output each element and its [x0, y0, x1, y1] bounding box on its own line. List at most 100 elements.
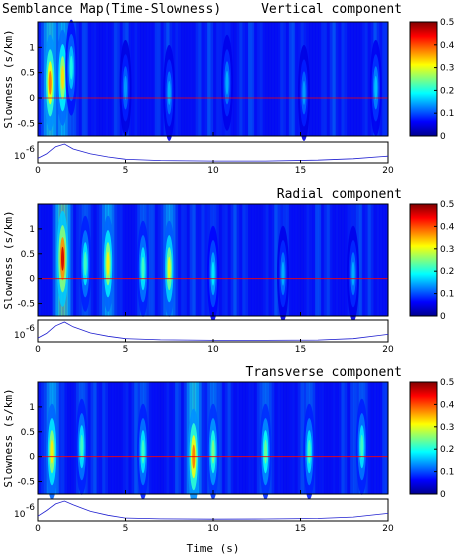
heatmap-column	[75, 204, 80, 316]
heatmap-column	[96, 382, 100, 494]
heatmap-column	[215, 22, 220, 136]
heatmap-column	[248, 204, 252, 316]
heatmap-column	[344, 382, 348, 494]
heatmap-column	[350, 22, 354, 136]
heatmap-column	[204, 382, 208, 494]
heatmap-column	[300, 204, 305, 316]
energy-trace-line	[37, 500, 389, 520]
heatmap-column	[64, 382, 68, 494]
heatmap-column	[108, 22, 112, 136]
heatmap-column	[145, 22, 150, 136]
heatmap-column	[385, 204, 389, 316]
heatmap-column	[131, 204, 135, 316]
heatmap-column	[323, 204, 328, 316]
slowness-axis-label: Slowness (s/km)	[2, 388, 15, 487]
heatmap-column	[122, 382, 127, 494]
heatmap-column	[236, 204, 240, 316]
heatmap-column	[245, 204, 249, 316]
heatmap-column	[285, 382, 290, 494]
heatmap-column	[154, 204, 159, 316]
heatmap-column	[309, 22, 313, 136]
heatmap-column	[157, 382, 162, 494]
heatmap-column	[99, 204, 103, 316]
colorbar	[409, 21, 438, 137]
heatmap-column	[283, 382, 287, 494]
semblance-peak	[80, 434, 84, 459]
heatmap-column	[143, 22, 147, 136]
x-tick-label: 15	[295, 524, 306, 534]
heatmap-column	[312, 204, 316, 316]
heatmap-column	[105, 382, 109, 494]
heatmap-column	[309, 204, 313, 316]
heatmap-column	[315, 204, 319, 316]
heatmap-column	[379, 382, 383, 494]
heatmap-column	[250, 204, 255, 316]
semblance-peak	[167, 256, 171, 281]
heatmap-column	[116, 382, 121, 494]
heatmap-column	[119, 204, 124, 316]
heatmap-column	[367, 22, 372, 136]
heatmap-column	[376, 204, 380, 316]
heatmap-column	[105, 22, 109, 136]
x-tick-label: 5	[123, 166, 129, 176]
x-tick-label: 0	[35, 345, 41, 355]
heatmap-column	[344, 204, 348, 316]
heatmap-column	[274, 204, 278, 316]
semblance-peak	[307, 439, 311, 464]
heatmap-column	[38, 22, 42, 136]
heatmap-column	[280, 22, 284, 136]
heatmap-column	[183, 382, 188, 494]
heatmap-column	[277, 22, 281, 136]
heatmap-column	[110, 22, 115, 136]
heatmap-column	[344, 22, 348, 136]
heatmap-column	[49, 204, 54, 316]
heatmap-column	[210, 22, 214, 136]
heatmap-column	[332, 204, 337, 316]
heatmap-column	[338, 22, 342, 136]
heatmap-column	[332, 382, 337, 494]
x-tick-label: 0	[35, 524, 41, 534]
heatmap-column	[172, 382, 176, 494]
heatmap-column	[113, 382, 118, 494]
heatmap-column	[256, 22, 261, 136]
semblance-peak	[124, 75, 127, 100]
heatmap-column	[341, 204, 345, 316]
semblance-peak	[48, 70, 52, 95]
heatmap-column	[125, 204, 130, 316]
energy-trace-exponent: -6	[26, 145, 35, 155]
heatmap-column	[320, 204, 325, 316]
heatmap-column	[230, 382, 235, 494]
heatmap-column	[233, 382, 237, 494]
heatmap-column	[70, 204, 74, 316]
figure-main-title: Semblance Map(Time-Slowness)	[2, 2, 221, 17]
heatmap-column	[157, 22, 162, 136]
heatmap-column	[186, 22, 191, 136]
heatmap-column	[178, 204, 182, 316]
energy-trace-line	[37, 143, 389, 162]
x-tick-label: 10	[207, 166, 219, 176]
heatmap-column	[213, 22, 217, 136]
semblance-peak	[360, 434, 364, 459]
semblance-peak	[374, 75, 378, 100]
heatmap-column	[119, 382, 124, 494]
heatmap-column	[87, 382, 92, 494]
y-tick-label: -0.5	[17, 300, 35, 310]
heatmap-column	[250, 382, 255, 494]
heatmap-column	[175, 382, 179, 494]
heatmap-column	[207, 22, 211, 136]
heatmap-column	[201, 382, 205, 494]
heatmap-column	[227, 382, 232, 494]
heatmap-column	[382, 22, 386, 136]
heatmap-column	[108, 382, 112, 494]
y-tick-label: 0.5	[21, 428, 35, 438]
heatmap-column	[291, 204, 296, 316]
heatmap-column	[99, 22, 103, 136]
heatmap-column	[180, 22, 185, 136]
heatmap-column	[335, 22, 340, 136]
heatmap-column	[358, 22, 363, 136]
heatmap-column	[134, 204, 138, 316]
heatmap-column	[96, 22, 100, 136]
heatmap-column	[192, 22, 197, 136]
heatmap-column	[148, 382, 153, 494]
